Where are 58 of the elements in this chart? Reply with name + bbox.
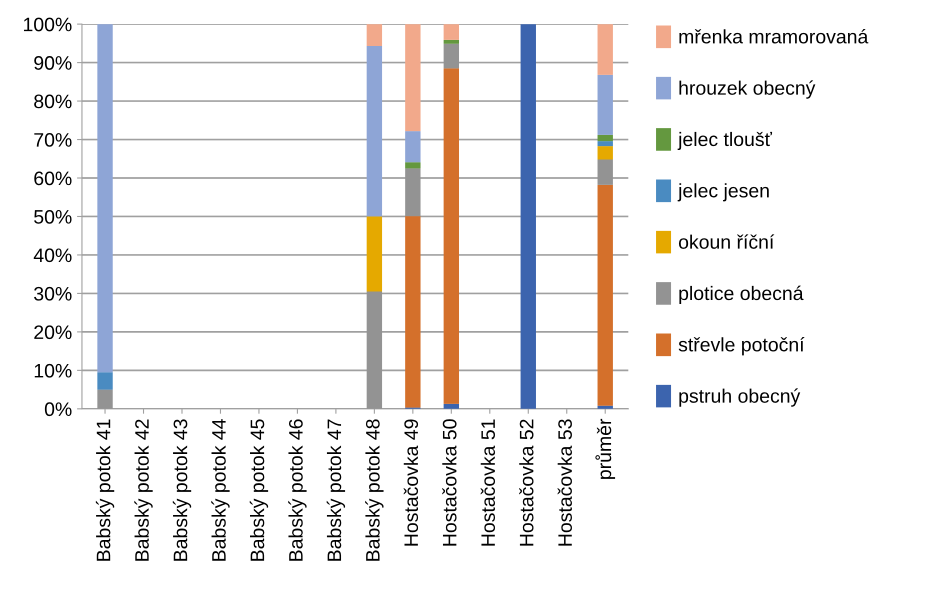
x-tick-label: Babský potok 45 [250,419,268,561]
bar [444,44,460,68]
bar [444,40,460,44]
legend-label: plotice obecná [679,286,804,304]
y-tick-label: 70% [34,133,72,147]
bar [97,24,113,372]
bar [405,162,421,168]
bar [444,404,460,409]
bar [405,216,421,408]
bar [97,390,113,409]
bar [598,74,613,135]
x-tick-label: Babský potok 43 [172,419,192,561]
bar [598,141,613,146]
y-tick-label: 80% [34,94,72,108]
x-tick-label: Hostačovka 49 [404,419,418,546]
x-tick-label: Hostačovka 51 [480,420,496,546]
y-tick-label: 100% [24,18,72,32]
y-tick-label: 30% [34,286,72,301]
x-tick-label: Hostačovka 53 [558,419,572,546]
bar [405,131,421,162]
x-tick-label: Babský potok 46 [288,419,307,561]
x-tick-label: Babský potok 44 [211,419,230,561]
bar [405,24,421,132]
x-tick-label: Babský potok 42 [134,420,153,561]
bar [366,216,382,292]
bar [598,160,613,185]
legend-label: jelec tloušť [678,132,772,150]
legend-label: mřenka mramorovaná [679,29,868,44]
bar [97,372,113,390]
y-tick-label: 40% [34,248,72,262]
bar [598,146,613,160]
bar [366,24,382,46]
y-tick-label: 60% [34,171,72,186]
x-tick-label: průměr [595,418,616,479]
x-tick-label: Babský potok 47 [326,420,346,561]
x-tick-label: Hostačovka 52 [519,420,534,546]
y-tick-label: 20% [34,325,72,340]
x-tick-label: Hostačovka 50 [442,419,457,546]
x-tick-label: Babský potok 48 [365,419,384,561]
x-tick-label: Babský potok 41 [96,419,114,561]
legend-label: pstruh obecný [679,388,800,407]
y-tick-label: 50% [34,210,72,224]
bar [405,168,421,216]
bar [444,68,460,404]
y-tick-label: 90% [34,56,72,70]
y-tick-label: 0% [44,402,72,416]
legend-label: jelec jesen [678,183,769,202]
bar [598,184,613,406]
bar [366,291,382,409]
bar [366,46,382,216]
bar [598,134,613,142]
legend-label: hrouzek obecný [679,80,816,99]
bar [520,24,536,409]
bar [598,24,613,75]
legend-label: okoun říční [678,234,774,249]
bar [444,24,460,40]
y-tick-label: 10% [34,364,72,378]
legend-label: střevle potoční [678,337,804,356]
